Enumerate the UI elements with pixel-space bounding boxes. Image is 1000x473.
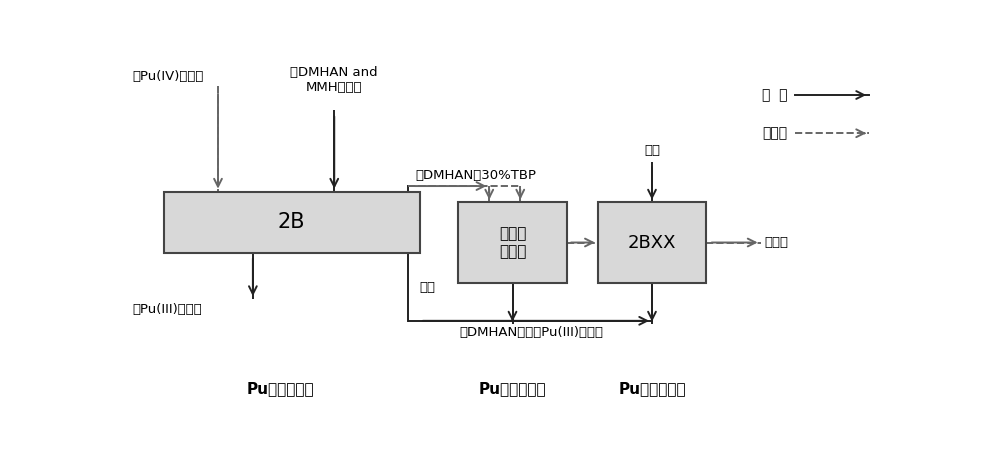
Text: 含Pu(IV)有机相: 含Pu(IV)有机相 [133,70,204,83]
Text: 有机相
反应槽: 有机相 反应槽 [499,226,526,259]
Text: Pu的还原反萃: Pu的还原反萃 [246,381,314,396]
Bar [598,202,706,282]
Text: 调整: 调整 [420,280,436,294]
Text: 含DMHAN和少量Pu(III)的稀酸: 含DMHAN和少量Pu(III)的稀酸 [460,326,604,339]
Text: 2B: 2B [278,212,305,232]
Text: Pu的补充还原: Pu的补充还原 [479,381,546,396]
Text: 含Pu(III)的水相: 含Pu(III)的水相 [133,303,202,315]
Text: 水  相: 水 相 [762,88,788,102]
Text: 含DMHAN的30%TBP: 含DMHAN的30%TBP [416,169,537,183]
Text: 2BXX: 2BXX [628,234,676,252]
Text: 有机相: 有机相 [763,126,788,140]
Text: 含DMHAN and
MMH的稀酸: 含DMHAN and MMH的稀酸 [290,66,378,94]
Text: 稀酸: 稀酸 [644,144,660,157]
Bar [458,202,567,282]
Bar [164,192,420,254]
Text: Pu的补充反萃: Pu的补充反萃 [618,381,686,396]
Text: 污溶剂: 污溶剂 [764,236,788,249]
